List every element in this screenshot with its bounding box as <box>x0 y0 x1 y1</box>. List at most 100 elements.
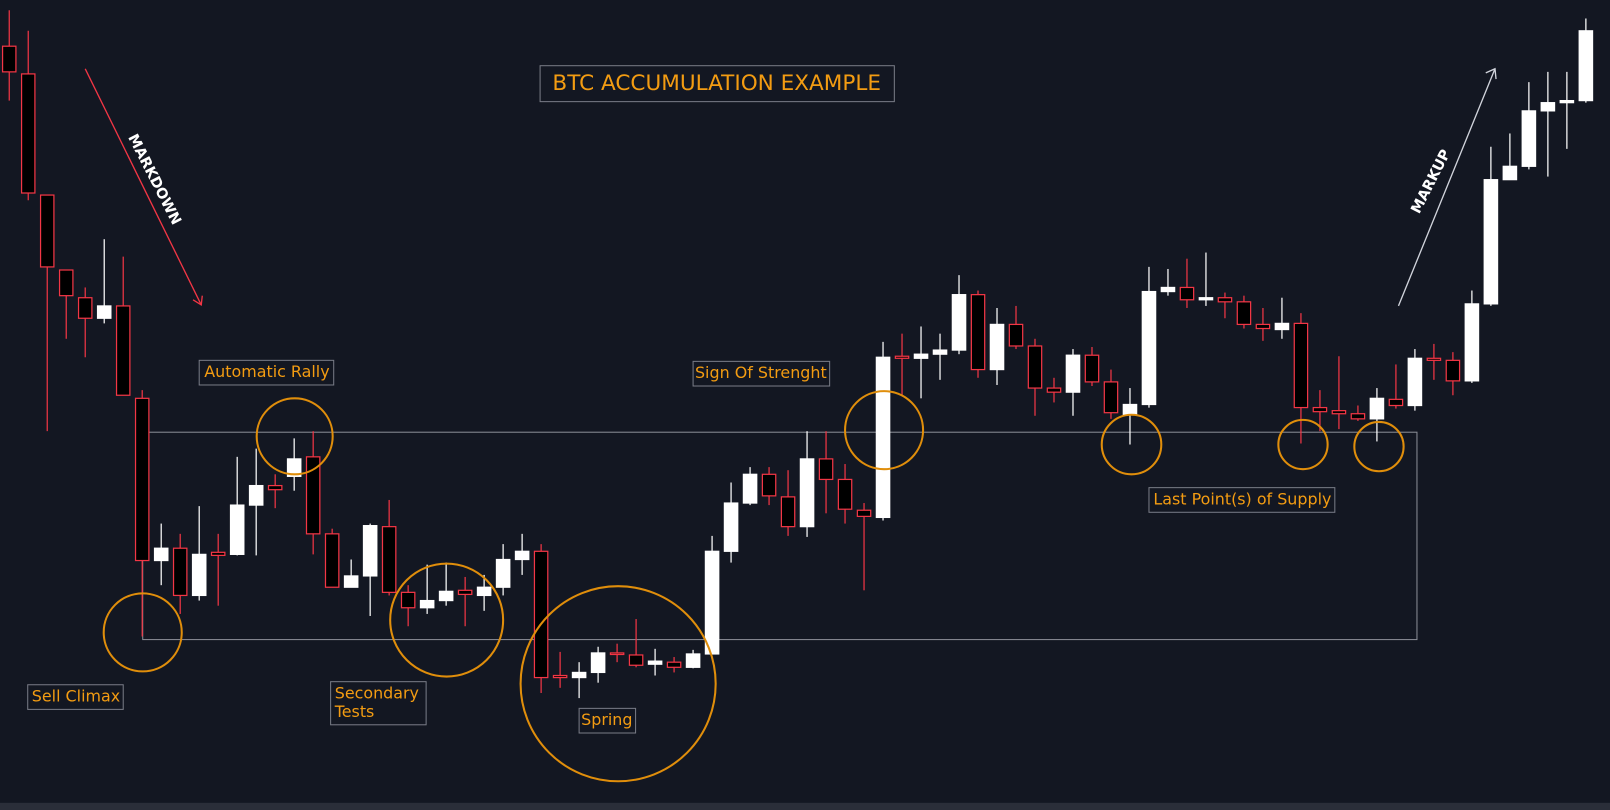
candle-body <box>267 484 283 491</box>
circle <box>255 397 334 476</box>
candle-body <box>951 294 967 351</box>
candle-body <box>20 73 36 194</box>
circle <box>102 592 183 673</box>
arrow-head <box>1485 67 1497 80</box>
candle-body <box>495 558 511 588</box>
candle-body <box>837 478 853 510</box>
candle-body <box>400 591 416 609</box>
candle-body <box>685 653 701 668</box>
candle-body <box>210 551 226 557</box>
candle-body <box>1350 413 1366 420</box>
candle-body <box>1445 359 1461 382</box>
candle-body <box>1483 179 1499 305</box>
candle-body <box>229 504 245 555</box>
candle-body <box>1008 323 1024 347</box>
candle-body <box>1464 303 1480 382</box>
candle-body <box>1312 406 1328 413</box>
annotation: Automatic Rally <box>204 362 329 381</box>
candle-body <box>1065 354 1081 393</box>
candle-body <box>1388 398 1404 407</box>
candle-body <box>134 397 150 562</box>
candle-body <box>1084 354 1100 383</box>
candle-body <box>153 547 169 562</box>
candle-body <box>1559 99 1575 104</box>
candle-body <box>533 550 549 679</box>
label-box <box>330 681 427 726</box>
candle-body <box>1160 286 1176 293</box>
label-box <box>198 359 335 386</box>
candle-body <box>609 652 625 656</box>
label-box <box>578 707 637 734</box>
candle-body <box>1103 381 1119 414</box>
label-box <box>692 360 831 387</box>
circle <box>1353 420 1405 473</box>
candle-body <box>647 660 663 665</box>
annotation: Last Point(s) of Supply <box>1153 489 1331 508</box>
annotation: Sign Of Strenght <box>695 363 827 382</box>
candle-body <box>1426 357 1442 361</box>
candle-body <box>723 502 739 552</box>
candle-body <box>1198 297 1214 301</box>
candle-body <box>1027 345 1043 389</box>
circles <box>102 390 1405 783</box>
candle-body <box>419 599 435 609</box>
arrows <box>84 67 1497 307</box>
markup-arrow <box>1397 68 1496 307</box>
circle <box>1100 413 1163 476</box>
annotation: Spring <box>581 710 632 729</box>
candle-body <box>324 533 340 588</box>
candle-body <box>286 458 302 477</box>
label-box <box>27 684 124 710</box>
candle-body <box>77 297 93 319</box>
candles <box>1 10 1594 699</box>
candle-body <box>381 526 397 593</box>
candle-body <box>875 356 891 519</box>
candle-body <box>970 294 986 371</box>
candle-body <box>932 349 948 355</box>
candle-body <box>1331 410 1347 415</box>
label-box <box>1148 487 1336 513</box>
candle-body <box>913 353 929 359</box>
candle-body <box>1046 387 1062 393</box>
candle-body <box>362 525 378 577</box>
candle-body <box>799 458 815 528</box>
candle-body <box>1407 357 1423 407</box>
annotation: Sell Climax <box>32 687 120 706</box>
candle-body <box>1293 322 1309 409</box>
candle-body <box>780 496 796 528</box>
candle-body <box>989 323 1005 371</box>
title-box <box>539 65 895 103</box>
candle-body <box>894 355 910 359</box>
candle-body <box>96 305 112 319</box>
candle-body <box>818 458 834 481</box>
candle-body <box>514 550 530 561</box>
annotation: Secondary <box>335 683 419 702</box>
candle-body <box>1540 102 1556 112</box>
candle-body <box>552 674 568 679</box>
bottom-edge <box>0 802 1610 810</box>
candle-body <box>172 547 188 597</box>
candle-body <box>457 589 473 596</box>
candle-body <box>856 509 872 518</box>
candle-body <box>39 194 55 268</box>
candle-body <box>742 473 758 504</box>
circle <box>519 585 717 783</box>
markdown-arrow <box>84 68 202 306</box>
candle-body <box>761 473 777 497</box>
candle-body <box>666 661 682 668</box>
arrow-head <box>192 295 203 307</box>
candle-body <box>1369 397 1385 420</box>
chart-title: BTC ACCUMULATION EXAMPLE <box>552 71 881 96</box>
candle-body <box>305 456 321 535</box>
circle <box>389 562 505 678</box>
candle-body <box>248 484 264 506</box>
candle-body <box>1274 322 1290 331</box>
candle-body <box>438 590 454 602</box>
candle-body <box>115 305 131 396</box>
candle-body <box>343 575 359 588</box>
candle-body <box>1141 290 1157 406</box>
candle-body <box>476 586 492 597</box>
